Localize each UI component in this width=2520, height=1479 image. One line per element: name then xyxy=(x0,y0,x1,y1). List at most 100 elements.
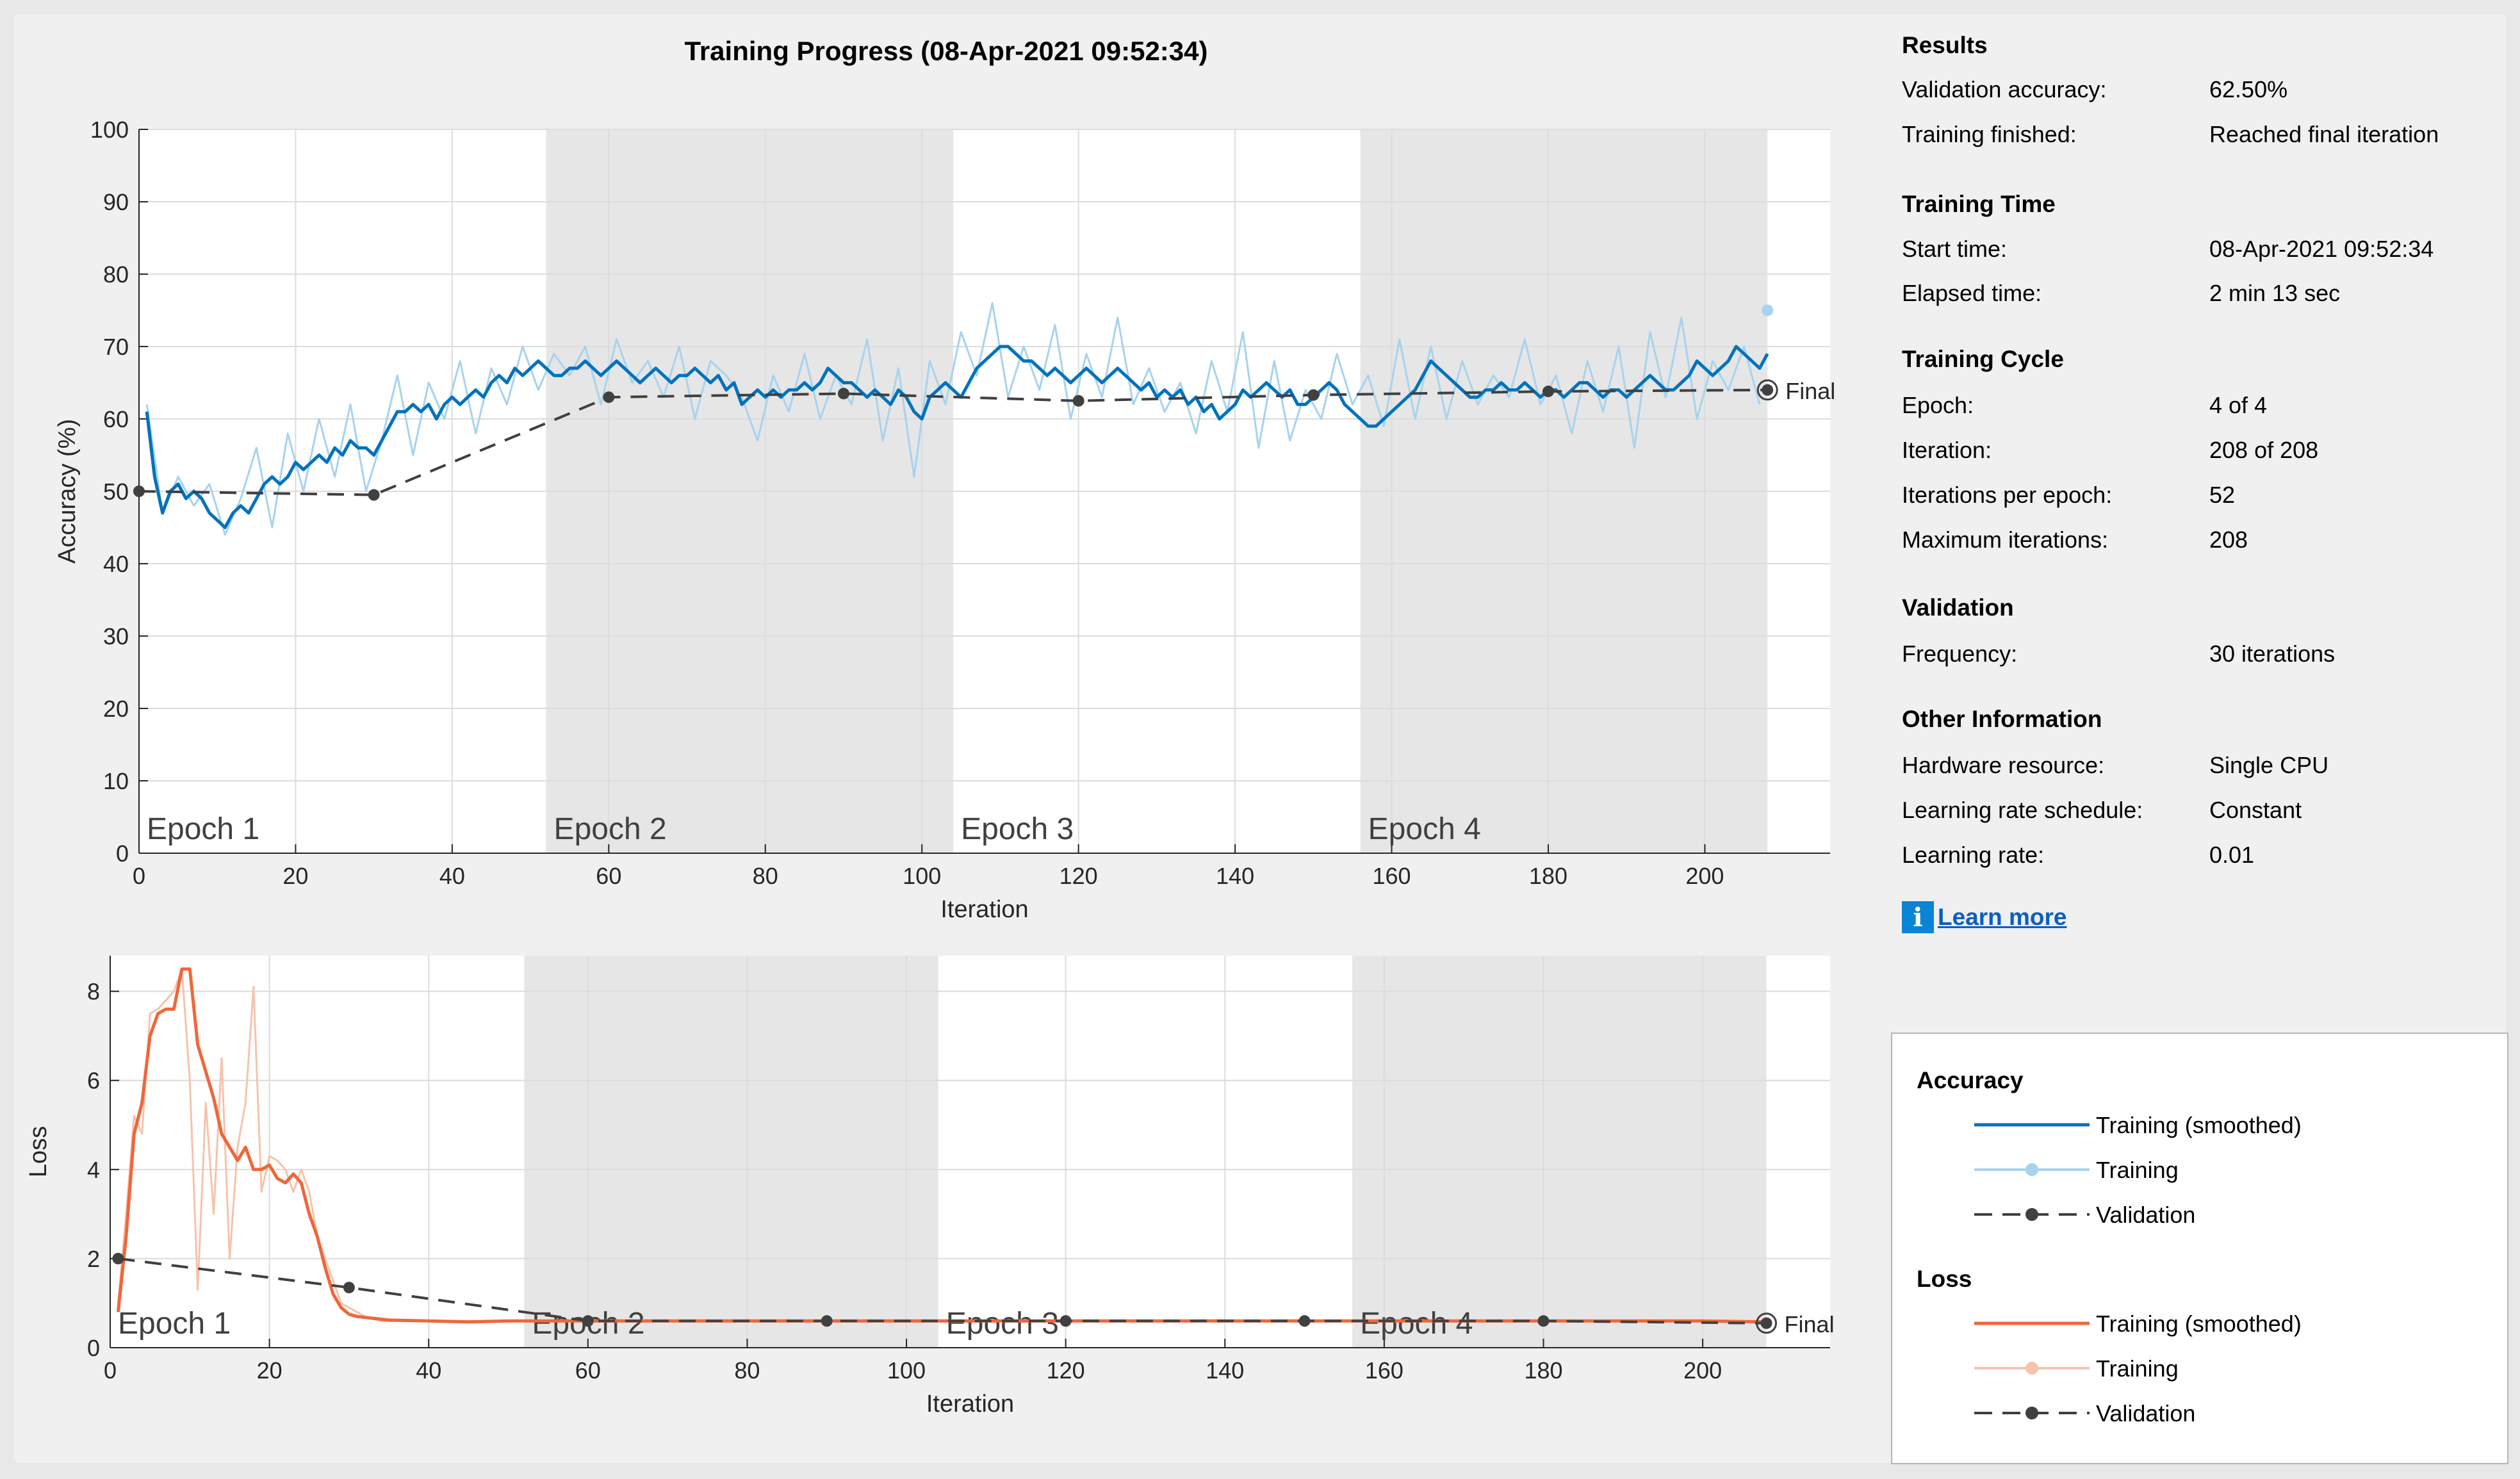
x-axis-label: Iteration xyxy=(926,1391,1014,1418)
x-tick-label: 0 xyxy=(133,863,145,889)
legend-accuracy-title: Accuracy xyxy=(1917,1067,2024,1093)
validation-point xyxy=(1760,1317,1772,1329)
series-line-training-smoothed xyxy=(145,345,1769,529)
y-tick-label: 100 xyxy=(90,117,129,143)
training-progress-window: Training Progress (08-Apr-2021 09:52:34)… xyxy=(14,14,2508,1464)
charts-area: Training Progress (08-Apr-2021 09:52:34)… xyxy=(25,36,1835,1418)
y-tick-label: 20 xyxy=(103,696,129,722)
learning-rate-value: 0.01 xyxy=(2209,842,2255,868)
validation-point xyxy=(1537,1315,1550,1327)
learn-more-link[interactable]: i Learn more xyxy=(1902,901,2067,933)
epoch-band-4 xyxy=(1352,956,1767,1348)
y-tick-label: 0 xyxy=(87,1335,100,1361)
legend-box: Accuracy Training (smoothed) Training Vali… xyxy=(1891,1033,2508,1464)
start-time-value: 08-Apr-2021 09:52:34 xyxy=(2209,236,2434,262)
y-tick-label: 80 xyxy=(103,261,129,288)
y-tick-label: 4 xyxy=(87,1157,100,1183)
other-information-heading: Other Information xyxy=(1902,706,2102,732)
y-tick-label: 0 xyxy=(116,840,129,867)
epoch-label-4: Epoch 4 xyxy=(1368,812,1481,846)
validation-point xyxy=(112,1252,124,1264)
elapsed-time-label: Elapsed time: xyxy=(1902,280,2042,306)
elapsed-time-value: 2 min 13 sec xyxy=(2209,280,2341,306)
x-tick-label: 140 xyxy=(1216,863,1254,889)
training-finished-label: Training finished: xyxy=(1902,121,2077,147)
y-tick-label: 50 xyxy=(103,478,129,505)
y-tick-label: 70 xyxy=(103,334,129,360)
iteration-value: 208 of 208 xyxy=(2209,437,2319,463)
validation-point xyxy=(1762,384,1774,396)
epoch-label: Epoch: xyxy=(1902,392,1974,418)
epoch-label-4: Epoch 4 xyxy=(1360,1307,1473,1341)
series-line-training xyxy=(145,302,1761,536)
legend-item-label: Validation xyxy=(2096,1400,2196,1426)
validation-point xyxy=(1298,1315,1311,1327)
validation-point xyxy=(1060,1315,1072,1327)
legend-loss-title: Loss xyxy=(1917,1266,1972,1292)
x-tick-label: 160 xyxy=(1365,1357,1403,1384)
final-marker-ring xyxy=(1756,379,1778,401)
validation-point xyxy=(1307,389,1320,401)
y-tick-label: 90 xyxy=(103,189,129,215)
info-icon: i xyxy=(1902,901,1934,933)
x-tick-label: 20 xyxy=(282,863,308,889)
validation-point xyxy=(582,1315,594,1327)
x-tick-label: 120 xyxy=(1060,863,1098,889)
legend-swatch-marker xyxy=(2025,1407,2038,1419)
legend-item-label: Training (smoothed) xyxy=(2096,1311,2302,1337)
y-axis-label: Accuracy (%) xyxy=(54,419,81,564)
training-finished-value: Reached final iteration xyxy=(2209,121,2439,147)
iterations-per-epoch-label: Iterations per epoch: xyxy=(1902,482,2113,508)
x-tick-label: 120 xyxy=(1047,1357,1085,1384)
epoch-value: 4 of 4 xyxy=(2209,392,2268,418)
epoch-band-2 xyxy=(524,956,938,1348)
x-tick-label: 200 xyxy=(1683,1357,1722,1384)
epoch-label-1: Epoch 1 xyxy=(147,812,259,846)
y-tick-label: 8 xyxy=(87,979,100,1005)
x-tick-label: 80 xyxy=(753,863,778,889)
accuracy-chart: 0 10 20 30 40 50 60 70 80 90 100 0 20 40 60 80 100 120 140… xyxy=(54,117,1835,923)
final-label: Final xyxy=(1785,378,1835,404)
x-tick-label: 20 xyxy=(257,1357,282,1384)
hardware-resource-label: Hardware resource: xyxy=(1902,752,2105,778)
validation-point xyxy=(603,391,615,404)
legend-swatch xyxy=(1974,1321,2090,1325)
x-tick-label: 0 xyxy=(104,1357,117,1384)
validation-accuracy-value: 62.50% xyxy=(2209,76,2288,102)
x-tick-label: 40 xyxy=(439,863,465,889)
start-time-label: Start time: xyxy=(1902,236,2008,262)
y-tick-label: 6 xyxy=(87,1068,100,1094)
x-axis-label: Iteration xyxy=(940,896,1028,923)
legend-swatch-marker xyxy=(2025,1362,2038,1375)
legend-item-label: Training xyxy=(2096,1157,2179,1183)
training-time-heading: Training Time xyxy=(1902,191,2056,217)
x-tick-label: 180 xyxy=(1524,1357,1562,1384)
validation-point xyxy=(1072,395,1084,407)
y-tick-label: 40 xyxy=(103,551,129,577)
final-marker-ring xyxy=(1756,1312,1778,1334)
x-tick-label: 200 xyxy=(1685,863,1724,889)
learning-rate-label: Learning rate: xyxy=(1902,842,2045,868)
y-tick-label: 10 xyxy=(103,768,129,794)
legend-swatch-marker xyxy=(2025,1208,2038,1221)
validation-point xyxy=(821,1315,833,1327)
legend-swatch xyxy=(1974,1208,2090,1221)
maximum-iterations-value: 208 xyxy=(2209,527,2248,553)
y-tick-label: 60 xyxy=(103,406,129,432)
final-label: Final xyxy=(1785,1311,1835,1337)
y-tick-label: 2 xyxy=(87,1246,100,1272)
y-tick-label: 30 xyxy=(103,623,129,650)
training-point xyxy=(1762,304,1774,316)
validation-accuracy-label: Validation accuracy: xyxy=(1902,76,2107,102)
validation-point xyxy=(368,489,380,501)
x-tick-label: 140 xyxy=(1206,1357,1244,1384)
y-axis-label: Loss xyxy=(25,1126,52,1177)
lr-schedule-label: Learning rate schedule: xyxy=(1902,797,2143,823)
hardware-resource-value: Single CPU xyxy=(2209,752,2329,778)
x-tick-label: 100 xyxy=(887,1357,926,1384)
epoch-label-3: Epoch 3 xyxy=(961,812,1074,846)
legend-item-label: Training (smoothed) xyxy=(2096,1112,2302,1138)
learn-more-text[interactable]: Learn more xyxy=(1938,904,2067,930)
x-tick-label: 40 xyxy=(416,1357,441,1384)
